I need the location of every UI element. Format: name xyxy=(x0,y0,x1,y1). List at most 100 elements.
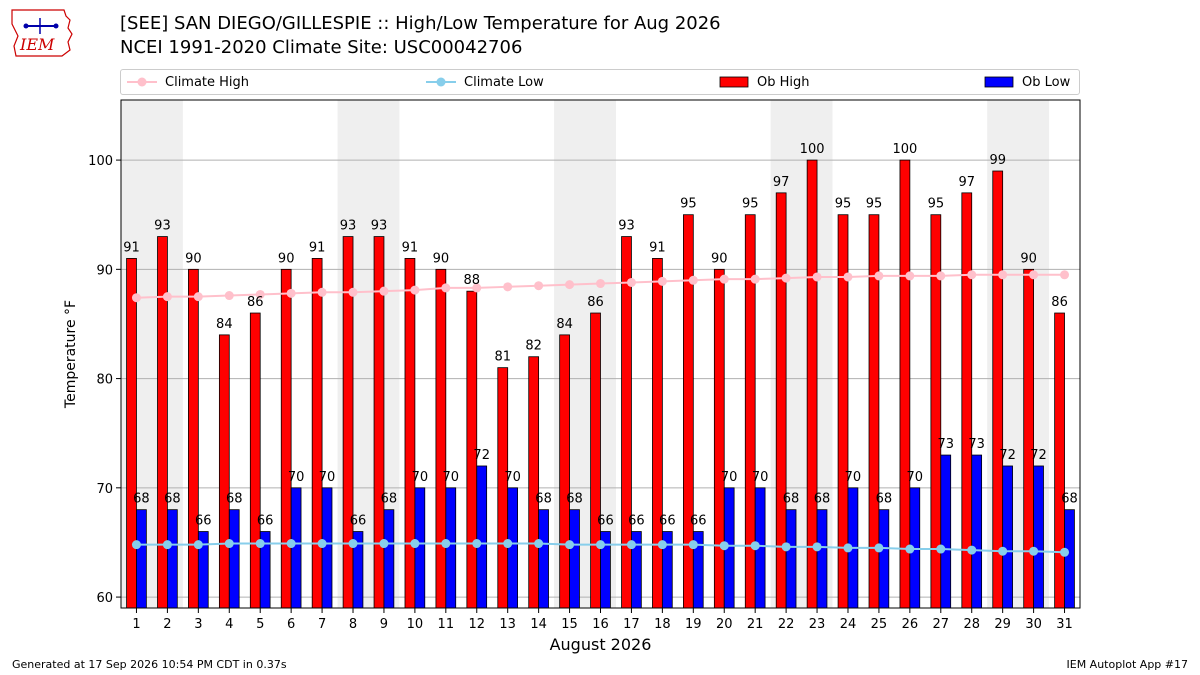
legend-ob-low-label: Ob Low xyxy=(1022,74,1071,90)
climate-high-point-3 xyxy=(193,292,203,302)
climate-low-point-22 xyxy=(781,542,791,552)
ob-high-label-9: 93 xyxy=(371,219,388,234)
climate-high-point-1 xyxy=(131,293,141,303)
climate-low-point-17 xyxy=(626,540,636,550)
ob-low-label-2: 68 xyxy=(164,492,181,507)
legend-ob-high-label: Ob High xyxy=(757,74,810,90)
climate-low-point-7 xyxy=(317,539,327,549)
x-tick-label-15: 15 xyxy=(561,617,578,632)
x-tick-label-16: 16 xyxy=(592,617,609,632)
ob-low-label-5: 66 xyxy=(257,514,274,529)
climate-high-point-9 xyxy=(379,286,389,296)
climate-high-point-2 xyxy=(162,292,172,302)
ob-low-label-23: 68 xyxy=(814,492,831,507)
climate-low-point-19 xyxy=(688,540,698,550)
x-tick-label-19: 19 xyxy=(685,617,702,632)
ob-high-label-31: 86 xyxy=(1051,295,1068,310)
ob-low-bar-11 xyxy=(445,487,457,609)
y-tick-label-60: 60 xyxy=(96,591,113,606)
climate-low-point-28 xyxy=(967,545,977,555)
x-tick-label-3: 3 xyxy=(194,617,202,632)
ob-high-label-11: 90 xyxy=(433,251,450,266)
ob-high-label-26: 100 xyxy=(892,142,917,157)
ob-low-label-29: 72 xyxy=(999,448,1016,463)
ob-low-label-27: 73 xyxy=(937,437,954,452)
ob-high-label-1: 91 xyxy=(123,240,140,255)
ob-high-bar-4 xyxy=(218,334,230,609)
legend-ob-low: Ob Low xyxy=(984,70,1070,94)
climate-high-point-12 xyxy=(472,283,482,293)
climate-high-point-4 xyxy=(224,291,234,301)
data-labels: 91 93 90 84 86 90 91 93 93 91 90 88 81 82 84 86 93 91 95 90… xyxy=(123,142,1078,528)
ob-low-label-12: 72 xyxy=(473,448,490,463)
x-tick-label-28: 28 xyxy=(963,617,980,632)
x-tick-label-8: 8 xyxy=(349,617,357,632)
climate-high-point-8 xyxy=(348,287,358,297)
y-tick-label-90: 90 xyxy=(96,263,113,278)
x-tick-label-23: 23 xyxy=(809,617,826,632)
ob-low-bar-29 xyxy=(1002,465,1013,609)
x-tick-label-25: 25 xyxy=(871,617,888,632)
ob-high-label-24: 95 xyxy=(835,197,852,212)
climate-low-point-8 xyxy=(348,539,358,549)
ob-low-bar-22 xyxy=(785,509,797,609)
ob-high-label-25: 95 xyxy=(866,197,883,212)
ob-high-bar-11 xyxy=(435,268,447,609)
ob-high-label-2: 93 xyxy=(154,219,171,234)
ob-low-label-11: 70 xyxy=(442,470,459,485)
y-tick-label-70: 70 xyxy=(96,482,113,497)
ob-low-label-17: 66 xyxy=(628,514,645,529)
chart-subtitle: NCEI 1991-2020 Climate Site: USC00042706 xyxy=(120,37,523,58)
ob-low-bar-28 xyxy=(971,454,983,609)
climate-low-point-3 xyxy=(193,540,203,550)
ob-low-label-6: 70 xyxy=(288,470,305,485)
ob-low-bar-9 xyxy=(383,509,395,609)
climate-low-point-16 xyxy=(596,540,605,550)
x-tick-label-22: 22 xyxy=(778,617,795,632)
x-tick-label-13: 13 xyxy=(499,617,516,632)
climate-high-point-13 xyxy=(503,282,513,292)
climate-high-point-17 xyxy=(626,277,636,287)
ob-high-bar-20 xyxy=(713,268,725,609)
ob-high-label-27: 95 xyxy=(928,197,945,212)
x-tick-label-7: 7 xyxy=(318,617,326,632)
ob-high-label-19: 95 xyxy=(680,197,697,212)
ob-low-label-15: 68 xyxy=(566,492,583,507)
climate-low-point-26 xyxy=(905,544,915,554)
ob-high-label-5: 86 xyxy=(247,295,264,310)
climate-high-point-30 xyxy=(1029,270,1039,280)
ob-high-bar-28 xyxy=(961,192,973,609)
x-tick-label-4: 4 xyxy=(225,617,233,632)
ob-high-label-10: 91 xyxy=(402,240,419,255)
climate-low-point-1 xyxy=(131,540,141,550)
y-tick-label-100: 100 xyxy=(88,154,113,169)
ob-low-label-31: 68 xyxy=(1061,492,1078,507)
ob-low-label-1: 68 xyxy=(133,492,150,507)
x-tick-label-10: 10 xyxy=(407,617,424,632)
x-tick-label-31: 31 xyxy=(1056,617,1073,632)
ob-low-label-24: 70 xyxy=(845,470,862,485)
climate-low-point-20 xyxy=(719,541,729,551)
climate-low-point-11 xyxy=(441,539,451,549)
climate-low-point-10 xyxy=(410,539,420,549)
y-axis-label: Temperature °F xyxy=(63,300,79,409)
climate-high-point-27 xyxy=(936,271,946,281)
ob-low-bar-25 xyxy=(878,509,890,609)
climate-high-point-22 xyxy=(781,273,791,283)
x-tick-label-24: 24 xyxy=(840,617,857,632)
ob-high-label-7: 91 xyxy=(309,240,326,255)
climate-low-point-2 xyxy=(162,540,172,550)
climate-high-point-11 xyxy=(441,283,451,293)
iowa-outline-icon xyxy=(11,9,73,57)
climate-high-point-29 xyxy=(998,270,1008,280)
ob-high-bar-16 xyxy=(590,312,601,609)
ob-low-label-3: 66 xyxy=(195,514,212,529)
x-tick-label-27: 27 xyxy=(933,617,950,632)
ob-low-label-8: 66 xyxy=(350,514,367,529)
ob-low-label-14: 68 xyxy=(535,492,552,507)
climate-low-point-13 xyxy=(503,539,513,549)
climate-high-point-10 xyxy=(410,285,420,295)
climate-high-point-23 xyxy=(812,272,822,282)
